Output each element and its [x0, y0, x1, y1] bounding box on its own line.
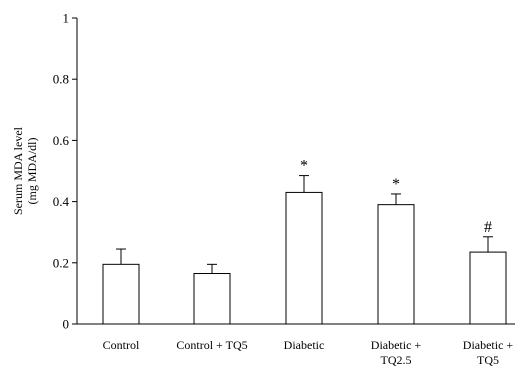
y-axis-label-line: (mg MDA/dl) — [25, 138, 39, 205]
bar — [285, 191, 323, 325]
x-tick-label: Control — [103, 338, 140, 352]
x-tick-label: Control + TQ5 — [176, 338, 247, 352]
bar — [102, 263, 140, 325]
bar — [193, 273, 231, 325]
y-tick-label: 0.6 — [53, 133, 70, 148]
y-tick-label: 0.2 — [53, 255, 69, 270]
x-tick-label-line: Diabetic + — [463, 338, 514, 352]
y-tick-label: 0.8 — [53, 72, 69, 87]
x-tick-label: Diabetic + TQ2.5 — [371, 338, 422, 367]
significance-marker: * — [300, 158, 308, 175]
y-axis-label: Serum MDA level(mg MDA/dl) — [11, 126, 39, 215]
x-tick-label-line: Control — [103, 338, 140, 352]
bar — [377, 204, 415, 325]
y-tick-label: 0.4 — [53, 194, 70, 209]
x-tick-label: Diabetic — [284, 338, 325, 352]
significance-marker: * — [392, 176, 400, 193]
x-tick-label-line: TQ5 — [477, 353, 499, 367]
bar — [469, 251, 507, 325]
x-tick-label-line: Diabetic — [284, 338, 325, 352]
x-tick-label-line: Control + TQ5 — [176, 338, 247, 352]
x-tick-label-line: TQ2.5 — [381, 353, 412, 367]
y-tick-label: 1 — [63, 11, 70, 26]
significance-marker: # — [484, 219, 492, 236]
y-tick-label: 0 — [63, 317, 70, 332]
y-axis-label-line: Serum MDA level — [11, 126, 25, 215]
x-tick-label: Diabetic + TQ5 — [463, 338, 514, 367]
x-tick-label-line: Diabetic + — [371, 338, 422, 352]
